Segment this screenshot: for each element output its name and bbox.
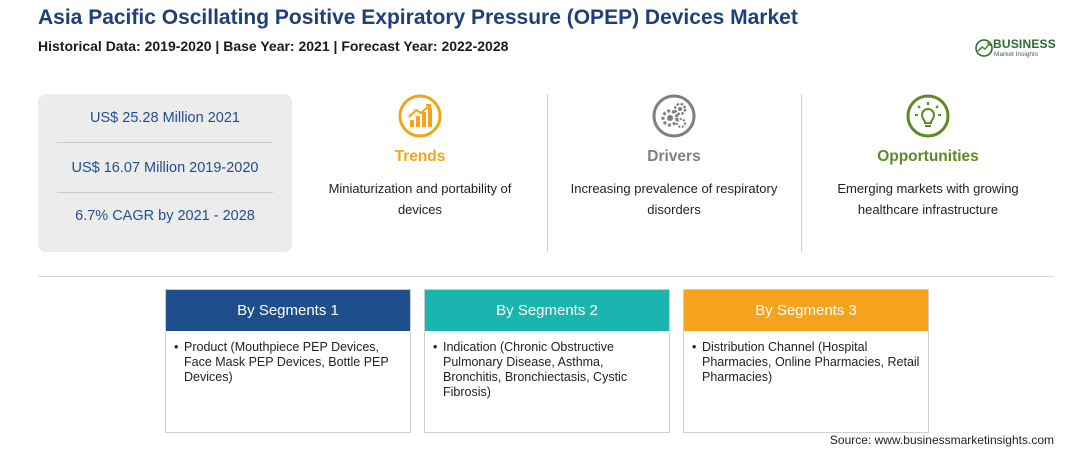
column-divider <box>801 94 802 252</box>
logo-tagline: Market Insights <box>994 51 1039 58</box>
segment-3-item: • Distribution Channel (Hospital Pharmac… <box>692 340 922 385</box>
opportunities-title: Opportunities <box>877 148 979 165</box>
gears-icon <box>652 94 696 138</box>
bullet-icon: • <box>174 340 179 354</box>
trends-description: Miniaturization and portability of devic… <box>328 181 512 217</box>
trends-title: Trends <box>394 148 446 165</box>
drivers-description: Increasing prevalence of respiratory dis… <box>570 181 778 217</box>
segment-1-item: • Product (Mouthpiece PEP Devices, Face … <box>174 340 404 385</box>
stats-divider <box>57 192 273 193</box>
segment-2-item-text: Indication (Chronic Obstructive Pulmonar… <box>443 340 628 399</box>
logo-globe-icon <box>975 39 993 57</box>
segment-1-item-text: Product (Mouthpiece PEP Devices, Face Ma… <box>184 340 389 384</box>
segment-2-item: • Indication (Chronic Obstructive Pulmon… <box>433 340 663 400</box>
market-stats-panel: US$ 25.28 Million 2021 US$ 16.07 Million… <box>38 94 292 252</box>
segment-2-header: By Segments 2 <box>425 290 669 331</box>
segment-card-1: By Segments 1 • Product (Mouthpiece PEP … <box>165 289 411 433</box>
segment-3-item-text: Distribution Channel (Hospital Pharmacie… <box>702 340 920 384</box>
segment-3-header: By Segments 3 <box>684 290 928 331</box>
segment-card-3: By Segments 3 • Distribution Channel (Ho… <box>683 289 929 433</box>
growth-chart-icon <box>398 94 442 138</box>
company-logo[interactable]: BUSINESS Market Insights <box>975 36 1065 62</box>
page-subtitle: Historical Data: 2019-2020 | Base Year: … <box>38 38 509 54</box>
logo-name: BUSINESS <box>993 37 1056 51</box>
drivers-title: Drivers <box>647 148 701 165</box>
stats-divider <box>57 142 273 143</box>
bullet-icon: • <box>433 340 438 354</box>
market-value-2021: US$ 25.28 Million 2021 <box>90 110 240 126</box>
segment-card-2: By Segments 2 • Indication (Chronic Obst… <box>424 289 670 433</box>
opportunities-description: Emerging markets with growing healthcare… <box>837 181 1019 217</box>
cagr-value: 6.7% CAGR by 2021 - 2028 <box>75 208 255 224</box>
column-divider <box>547 94 548 252</box>
market-value-historical: US$ 16.07 Million 2019-2020 <box>71 160 259 176</box>
lightbulb-icon <box>906 94 950 138</box>
bullet-icon: • <box>692 340 697 354</box>
source-citation: Source: www.businessmarketinsights.com <box>829 433 1054 447</box>
section-divider <box>38 276 1054 277</box>
segment-1-header: By Segments 1 <box>166 290 410 331</box>
page-title: Asia Pacific Oscillating Positive Expira… <box>38 6 798 29</box>
